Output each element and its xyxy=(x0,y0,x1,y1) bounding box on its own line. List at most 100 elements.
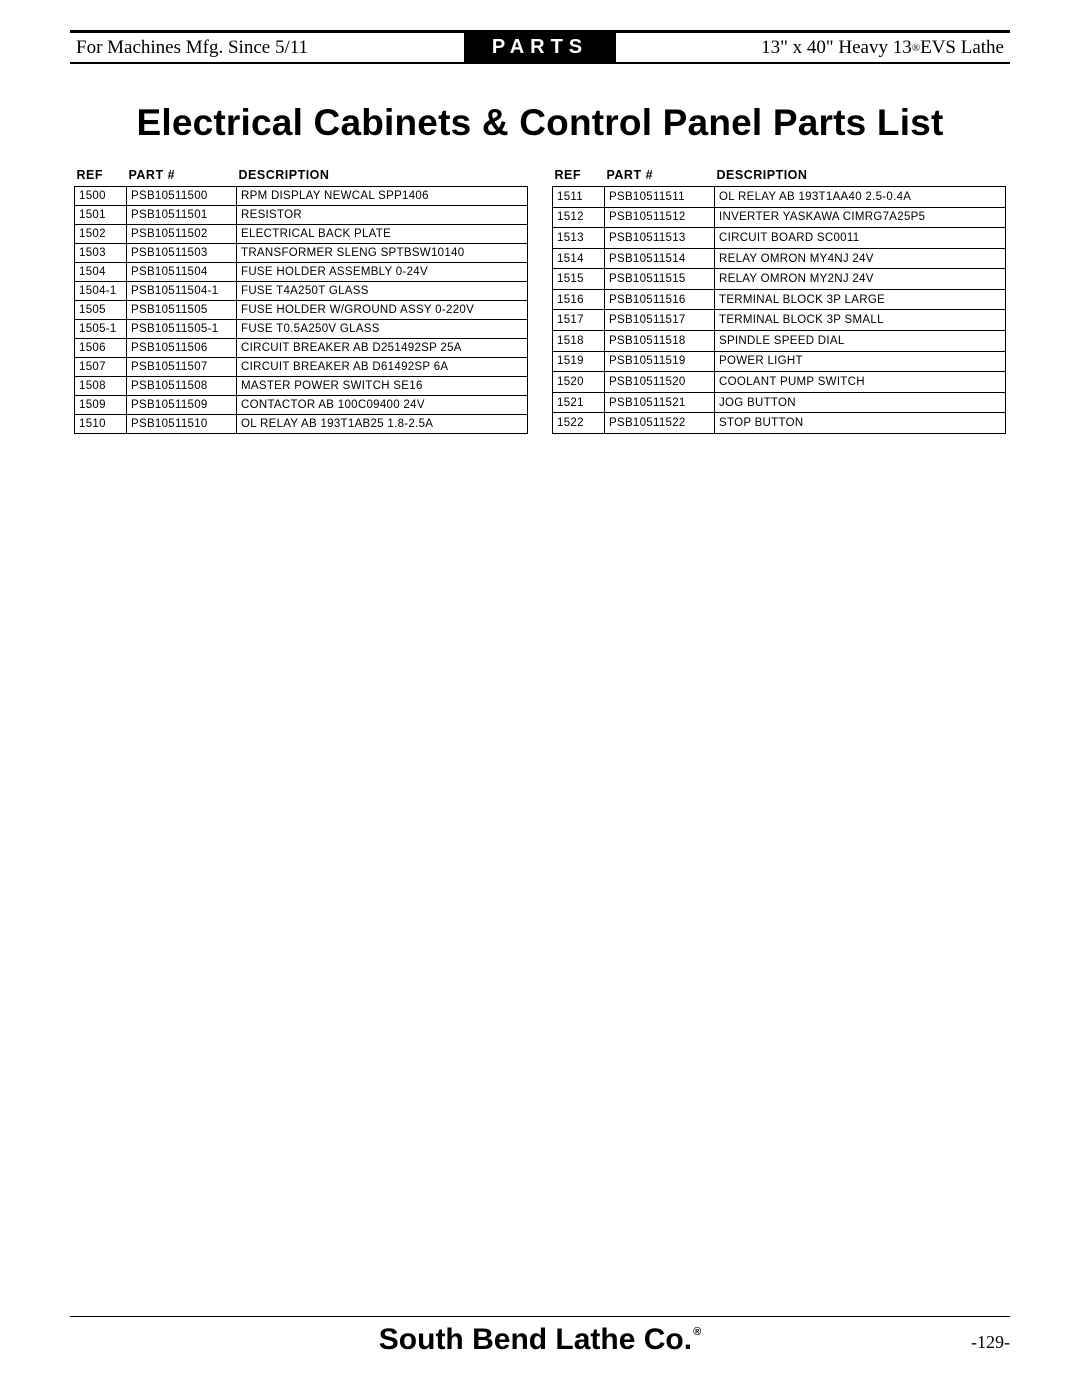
cell-part: PSB10511521 xyxy=(605,392,715,413)
cell-desc: RPM DISPLAY NEWCAL SPP1406 xyxy=(237,187,528,206)
cell-ref: 1511 xyxy=(553,187,605,208)
col-header-part: PART # xyxy=(605,166,715,187)
cell-desc: OL RELAY AB 193T1AB25 1.8-2.5A xyxy=(237,415,528,434)
cell-ref: 1516 xyxy=(553,289,605,310)
table-row: 1516PSB10511516TERMINAL BLOCK 3P LARGE xyxy=(553,289,1006,310)
cell-part: PSB10511515 xyxy=(605,269,715,290)
cell-desc: FUSE T0.5A250V GLASS xyxy=(237,320,528,339)
table-row: 1501PSB10511501RESISTOR xyxy=(75,206,528,225)
cell-ref: 1505-1 xyxy=(75,320,127,339)
page-footer: South Bend Lathe Co.® -129- xyxy=(70,1316,1010,1357)
cell-ref: 1508 xyxy=(75,377,127,396)
cell-ref: 1506 xyxy=(75,339,127,358)
table-row: 1521PSB10511521JOG BUTTON xyxy=(553,392,1006,413)
cell-ref: 1500 xyxy=(75,187,127,206)
footer-brand: South Bend Lathe Co. xyxy=(379,1323,692,1357)
table-row: 1505-1PSB10511505-1FUSE T0.5A250V GLASS xyxy=(75,320,528,339)
cell-desc: RELAY OMRON MY4NJ 24V xyxy=(715,248,1006,269)
table-row: 1519PSB10511519POWER LIGHT xyxy=(553,351,1006,372)
cell-desc: RELAY OMRON MY2NJ 24V xyxy=(715,269,1006,290)
col-header-part: PART # xyxy=(127,166,237,187)
page-number: -129- xyxy=(971,1332,1010,1353)
table-row: 1506PSB10511506CIRCUIT BREAKER AB D25149… xyxy=(75,339,528,358)
col-header-desc: DESCRIPTION xyxy=(237,166,528,187)
header-left-text: For Machines Mfg. Since 5/11 xyxy=(70,33,464,62)
cell-ref: 1522 xyxy=(553,413,605,434)
cell-ref: 1505 xyxy=(75,301,127,320)
cell-part: PSB10511500 xyxy=(127,187,237,206)
table-row: 1502PSB10511502ELECTRICAL BACK PLATE xyxy=(75,225,528,244)
cell-part: PSB10511511 xyxy=(605,187,715,208)
cell-ref: 1514 xyxy=(553,248,605,269)
table-header-row: REF PART # DESCRIPTION xyxy=(75,166,528,187)
cell-ref: 1503 xyxy=(75,244,127,263)
cell-part: PSB10511507 xyxy=(127,358,237,377)
cell-part: PSB10511522 xyxy=(605,413,715,434)
col-header-ref: REF xyxy=(553,166,605,187)
header-right-text: 13" x 40" Heavy 13® EVS Lathe xyxy=(616,33,1010,62)
cell-part: PSB10511518 xyxy=(605,331,715,352)
table-row: 1504PSB10511504FUSE HOLDER ASSEMBLY 0-24… xyxy=(75,263,528,282)
cell-part: PSB10511504-1 xyxy=(127,282,237,301)
cell-desc: MASTER POWER SWITCH SE16 xyxy=(237,377,528,396)
cell-ref: 1521 xyxy=(553,392,605,413)
cell-ref: 1510 xyxy=(75,415,127,434)
table-row: 1508PSB10511508MASTER POWER SWITCH SE16 xyxy=(75,377,528,396)
header-bar: For Machines Mfg. Since 5/11 PARTS 13" x… xyxy=(70,30,1010,64)
cell-desc: CIRCUIT BOARD SC0011 xyxy=(715,228,1006,249)
cell-ref: 1504 xyxy=(75,263,127,282)
cell-ref: 1519 xyxy=(553,351,605,372)
cell-desc: POWER LIGHT xyxy=(715,351,1006,372)
parts-tables-container: REF PART # DESCRIPTION 1500PSB10511500RP… xyxy=(70,166,1010,434)
table-row: 1510PSB10511510OL RELAY AB 193T1AB25 1.8… xyxy=(75,415,528,434)
cell-part: PSB10511520 xyxy=(605,372,715,393)
cell-desc: FUSE HOLDER ASSEMBLY 0-24V xyxy=(237,263,528,282)
cell-part: PSB10511508 xyxy=(127,377,237,396)
cell-part: PSB10511509 xyxy=(127,396,237,415)
cell-desc: JOG BUTTON xyxy=(715,392,1006,413)
cell-ref: 1517 xyxy=(553,310,605,331)
cell-part: PSB10511516 xyxy=(605,289,715,310)
table-row: 1500PSB10511500RPM DISPLAY NEWCAL SPP140… xyxy=(75,187,528,206)
page-title: Electrical Cabinets & Control Panel Part… xyxy=(70,102,1010,144)
cell-desc: FUSE T4A250T GLASS xyxy=(237,282,528,301)
table-row: 1504-1PSB10511504-1FUSE T4A250T GLASS xyxy=(75,282,528,301)
cell-part: PSB10511503 xyxy=(127,244,237,263)
header-right-prefix: 13" x 40" Heavy 13 xyxy=(761,37,912,59)
cell-ref: 1520 xyxy=(553,372,605,393)
table-row: 1503PSB10511503TRANSFORMER SLENG SPTBSW1… xyxy=(75,244,528,263)
table-row: 1507PSB10511507CIRCUIT BREAKER AB D61492… xyxy=(75,358,528,377)
cell-desc: CIRCUIT BREAKER AB D251492SP 25A xyxy=(237,339,528,358)
table-row: 1522PSB10511522STOP BUTTON xyxy=(553,413,1006,434)
col-header-ref: REF xyxy=(75,166,127,187)
cell-part: PSB10511501 xyxy=(127,206,237,225)
table-header-row: REF PART # DESCRIPTION xyxy=(553,166,1006,187)
cell-ref: 1501 xyxy=(75,206,127,225)
cell-part: PSB10511519 xyxy=(605,351,715,372)
table-row: 1505PSB10511505FUSE HOLDER W/GROUND ASSY… xyxy=(75,301,528,320)
cell-part: PSB10511502 xyxy=(127,225,237,244)
table-row: 1513PSB10511513CIRCUIT BOARD SC0011 xyxy=(553,228,1006,249)
parts-table-right: REF PART # DESCRIPTION 1511PSB10511511OL… xyxy=(552,166,1006,434)
cell-desc: STOP BUTTON xyxy=(715,413,1006,434)
parts-table-left: REF PART # DESCRIPTION 1500PSB10511500RP… xyxy=(74,166,528,434)
cell-part: PSB10511517 xyxy=(605,310,715,331)
cell-ref: 1518 xyxy=(553,331,605,352)
cell-desc: SPINDLE SPEED DIAL xyxy=(715,331,1006,352)
cell-ref: 1502 xyxy=(75,225,127,244)
cell-desc: INVERTER YASKAWA CIMRG7A25P5 xyxy=(715,207,1006,228)
table-row: 1520PSB10511520COOLANT PUMP SWITCH xyxy=(553,372,1006,393)
table-row: 1517PSB10511517TERMINAL BLOCK 3P SMALL xyxy=(553,310,1006,331)
table-row: 1512PSB10511512INVERTER YASKAWA CIMRG7A2… xyxy=(553,207,1006,228)
cell-part: PSB10511505 xyxy=(127,301,237,320)
table-row: 1514PSB10511514RELAY OMRON MY4NJ 24V xyxy=(553,248,1006,269)
cell-ref: 1504-1 xyxy=(75,282,127,301)
cell-desc: RESISTOR xyxy=(237,206,528,225)
table-row: 1518PSB10511518SPINDLE SPEED DIAL xyxy=(553,331,1006,352)
cell-ref: 1512 xyxy=(553,207,605,228)
cell-desc: TERMINAL BLOCK 3P SMALL xyxy=(715,310,1006,331)
cell-desc: ELECTRICAL BACK PLATE xyxy=(237,225,528,244)
cell-ref: 1513 xyxy=(553,228,605,249)
table-row: 1509PSB10511509CONTACTOR AB 100C09400 24… xyxy=(75,396,528,415)
header-right-suffix: EVS Lathe xyxy=(920,37,1004,59)
